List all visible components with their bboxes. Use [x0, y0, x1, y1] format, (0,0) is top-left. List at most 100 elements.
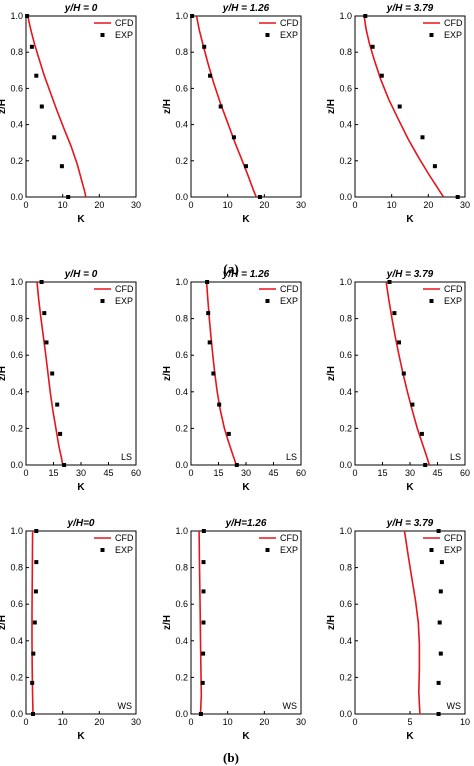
panel-title: y/H = 3.79: [386, 518, 434, 529]
y-tick-label: 0.0: [175, 460, 188, 470]
exp-point: [205, 280, 210, 284]
x-axis-label: K: [77, 214, 85, 225]
x-tick-label: 20: [259, 717, 269, 727]
x-tick-label: 30: [241, 468, 251, 478]
exp-point: [34, 529, 39, 533]
legend-cfd-label: CFD: [280, 533, 299, 543]
x-axis-label: K: [242, 731, 250, 742]
exp-point: [25, 14, 30, 18]
region-tag: WS: [118, 701, 133, 711]
cfd-line: [31, 530, 34, 715]
y-tick-label: 0.4: [175, 120, 188, 130]
legend-exp-label: EXP: [115, 296, 133, 306]
cfd-line: [198, 530, 203, 715]
exp-point: [55, 402, 60, 407]
plot-frame: [25, 281, 137, 466]
exp-point: [419, 431, 424, 436]
panel-title: y/H = 1.26: [222, 269, 270, 280]
y-tick-label: 0.2: [10, 423, 23, 433]
panel-title: y/H=0: [67, 518, 95, 529]
y-tick-label: 0.2: [10, 672, 23, 682]
x-tick-label: 30: [296, 717, 306, 727]
exp-point: [39, 280, 44, 284]
y-tick-label: 0.8: [339, 314, 352, 324]
exp-point: [66, 195, 71, 199]
x-tick-label: 0: [23, 468, 28, 478]
x-tick-label: 0: [188, 200, 193, 210]
x-tick-label: 0: [23, 200, 28, 210]
exp-point: [410, 402, 415, 407]
x-tick-label: 0: [352, 200, 357, 210]
y-tick-label: 0.8: [175, 563, 188, 573]
y-tick-label: 0.0: [10, 192, 23, 202]
legend-cfd-label: CFD: [115, 533, 134, 543]
y-tick-label: 0.6: [175, 83, 188, 93]
x-tick-label: 20: [259, 200, 269, 210]
exp-point: [200, 680, 205, 685]
chart-panel-a-1: 0 10 20 30 0.0 0.2 0.4 0.6 0.8 1.0 Kz/H y/H = 0 CFD E…: [0, 3, 141, 225]
plot-frame: [25, 15, 137, 198]
y-tick-label: 0.4: [339, 120, 352, 130]
x-tick-label: 45: [268, 468, 278, 478]
y-axis-label: z/H: [0, 615, 8, 630]
legend-exp-swatch: [429, 548, 434, 552]
cfd-line: [27, 15, 87, 198]
y-tick-label: 0.4: [10, 387, 23, 397]
y-tick-label: 0.2: [175, 672, 188, 682]
chart-panel-b-LS-1: 0 15 30 45 60 0.0 0.2 0.4 0.6 0.8 1.0 Kz/H y/H = 0 CF…: [0, 269, 141, 493]
exp-point: [201, 651, 206, 656]
x-tick-label: 30: [131, 717, 141, 727]
exp-point: [34, 73, 39, 78]
x-tick-label: 30: [76, 468, 86, 478]
y-axis-label: z/H: [162, 366, 173, 381]
x-tick-label: 15: [213, 468, 223, 478]
exp-point: [211, 371, 216, 376]
plot-frame: [190, 15, 302, 198]
x-tick-label: 0: [188, 717, 193, 727]
exp-point: [50, 371, 55, 376]
exp-point: [234, 463, 239, 467]
y-tick-label: 0.8: [10, 314, 23, 324]
y-tick-label: 0.2: [175, 423, 188, 433]
legend-exp-swatch: [100, 299, 105, 303]
legend-cfd-label: CFD: [280, 18, 299, 28]
y-tick-label: 0.0: [339, 192, 352, 202]
x-tick-label: 10: [58, 717, 68, 727]
x-tick-label: 15: [48, 468, 58, 478]
y-tick-label: 0.8: [175, 47, 188, 57]
exp-point: [201, 529, 206, 533]
exp-point: [370, 44, 375, 49]
exp-point: [44, 340, 49, 345]
exp-point: [226, 431, 231, 436]
y-tick-label: 0.6: [175, 599, 188, 609]
exp-point: [58, 431, 63, 436]
legend-exp-swatch: [100, 33, 105, 37]
x-tick-label: 10: [460, 717, 470, 727]
plot-frame: [354, 530, 466, 715]
x-tick-label: 10: [387, 200, 397, 210]
exp-point: [401, 371, 406, 376]
y-tick-label: 0.8: [339, 47, 352, 57]
y-tick-label: 0.8: [10, 563, 23, 573]
y-axis-label: z/H: [162, 615, 173, 630]
x-tick-label: 20: [94, 200, 104, 210]
exp-point: [62, 463, 67, 467]
panel-title: y/H = 0: [64, 3, 98, 14]
y-tick-label: 0.0: [175, 709, 188, 719]
exp-point: [206, 311, 211, 316]
exp-point: [218, 104, 223, 109]
y-tick-label: 0.2: [339, 423, 352, 433]
y-axis-label: z/H: [162, 99, 173, 114]
y-axis-label: z/H: [326, 366, 337, 381]
y-tick-label: 0.8: [10, 47, 23, 57]
exp-point: [363, 14, 368, 18]
legend-exp-label: EXP: [444, 30, 462, 40]
legend-exp-label: EXP: [115, 30, 133, 40]
region-tag: LS: [286, 452, 297, 462]
legend-exp-label: EXP: [444, 545, 462, 555]
x-tick-label: 45: [432, 468, 442, 478]
legend-cfd-label: CFD: [444, 18, 463, 28]
cfd-line: [403, 530, 421, 715]
y-tick-label: 0.2: [175, 156, 188, 166]
exp-point: [436, 712, 441, 716]
